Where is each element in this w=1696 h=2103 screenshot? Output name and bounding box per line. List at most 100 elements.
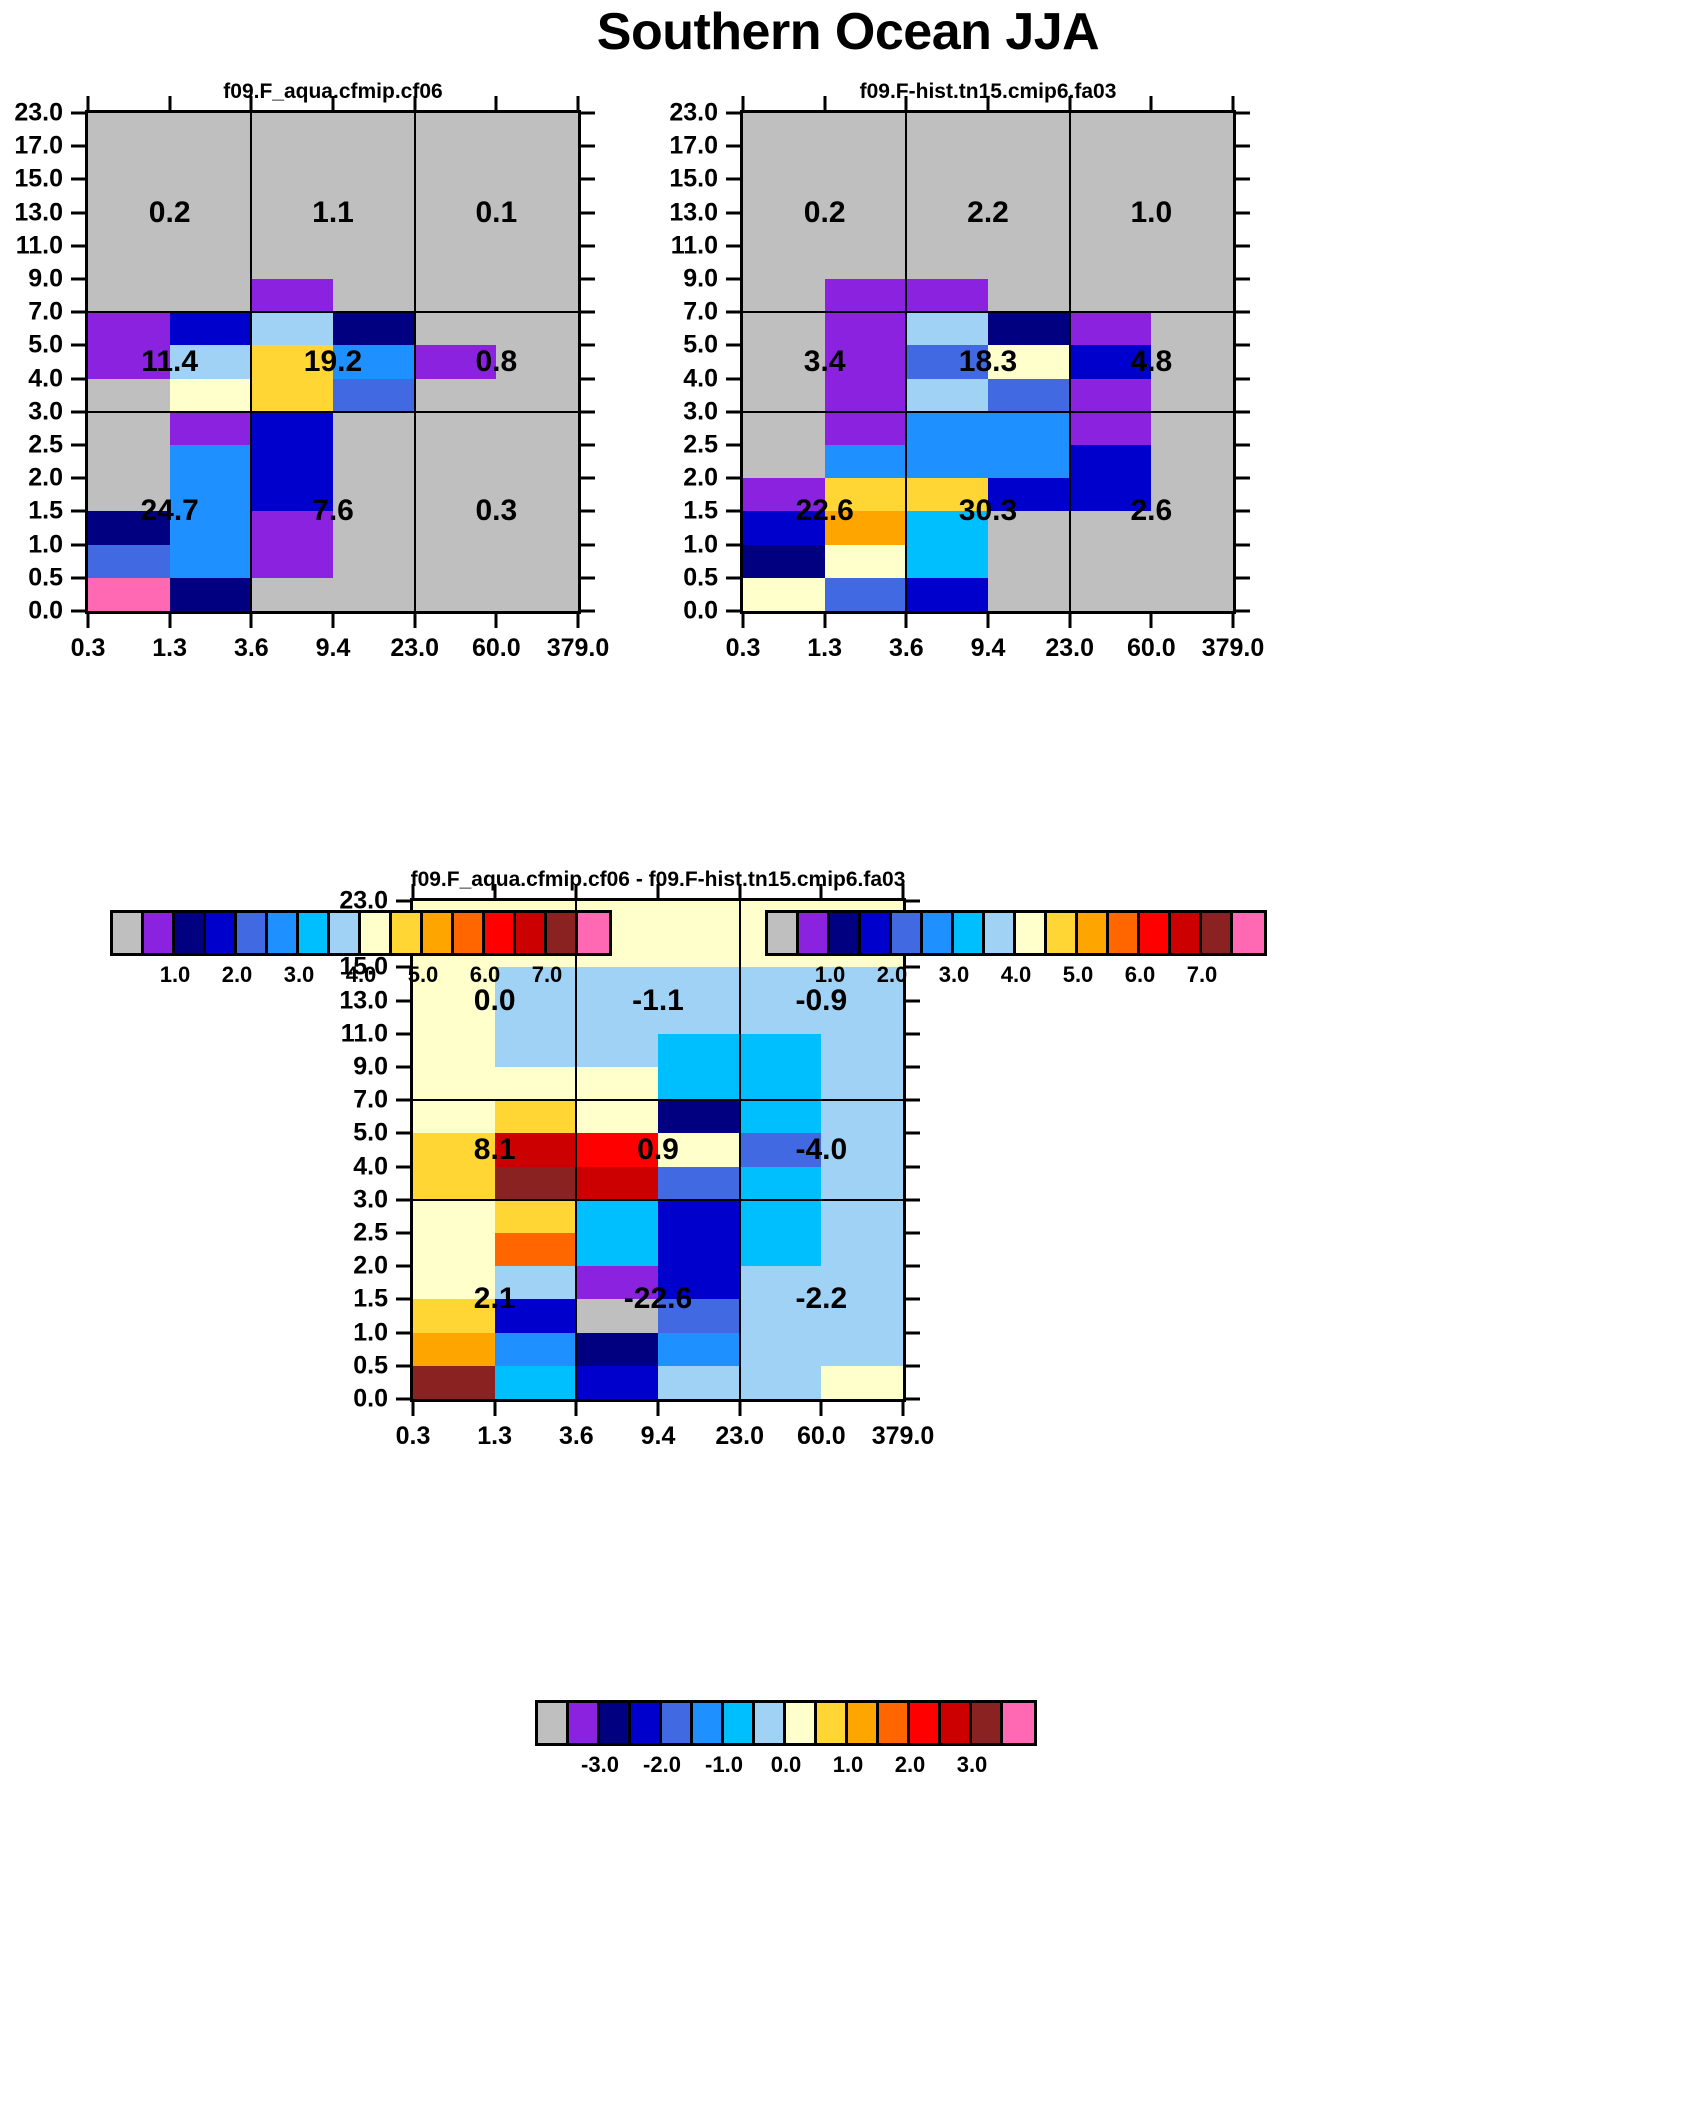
y-tick-mark xyxy=(396,1131,410,1135)
y-tick-mark-right xyxy=(581,476,595,480)
y-tick-mark-right xyxy=(906,1397,920,1401)
colorbar-tick-label: 7.0 xyxy=(1186,962,1218,987)
heatmap-cell xyxy=(988,411,1070,445)
y-tick-mark-right xyxy=(906,1264,920,1268)
region-total-label: 1.0 xyxy=(1130,195,1173,229)
panel-difference: f09.F_aqua.cfmip.cf06 - f09.F-hist.tn15.… xyxy=(339,868,934,1450)
heatmap-cell xyxy=(658,1033,740,1067)
x-tick-label: 60.0 xyxy=(1126,634,1176,662)
y-tick-mark-right xyxy=(581,310,595,314)
y-tick-label: 15.0 xyxy=(669,164,718,193)
band-separator-vertical xyxy=(1068,113,1071,611)
colorbar-swatch xyxy=(299,913,330,953)
heatmap-cell xyxy=(413,1166,495,1200)
x-tick-label: 0.3 xyxy=(725,634,761,662)
heatmap-cell xyxy=(251,445,333,479)
heatmap-cell xyxy=(576,1233,658,1267)
panel-aqua: f09.F_aqua.cfmip.cf06 0.2 1.1 0.1 11.4 19.2 0.… xyxy=(14,80,609,662)
y-tick-mark xyxy=(71,410,85,414)
region-total-label: 4.8 xyxy=(1130,345,1173,378)
x-tick-mark xyxy=(1231,614,1235,628)
x-tick-mark xyxy=(819,1402,823,1416)
colorbar-tick-label: 4.0 xyxy=(345,962,377,987)
y-tick-label: 2.0 xyxy=(353,1251,388,1280)
heatmap-cell xyxy=(251,478,333,512)
heatmap-cell xyxy=(494,1133,577,1167)
heatmap-cell xyxy=(169,411,252,445)
colorbar-tick-label: -1.0 xyxy=(705,1752,743,1777)
heatmap-cell xyxy=(658,1266,740,1300)
heatmap-cell xyxy=(739,1100,822,1134)
y-tick-mark-right xyxy=(1236,410,1250,414)
colorbar-swatch xyxy=(830,913,861,953)
y-tick-mark-right xyxy=(1236,443,1250,447)
heatmap-cell xyxy=(658,967,740,1001)
y-tick-mark xyxy=(396,999,410,1003)
colorbar-swatch xyxy=(954,913,985,953)
plot-area: 0.2 1.1 0.1 11.4 19.2 0.8 24.7 7.6 0.3 xyxy=(85,110,581,614)
heatmap-cell xyxy=(1069,378,1152,412)
region-total-label: 0.9 xyxy=(637,1133,679,1166)
heatmap-cell xyxy=(739,1067,822,1101)
heatmap-cell xyxy=(413,967,495,1001)
y-tick-mark-right xyxy=(906,1032,920,1036)
colorbar-swatch xyxy=(330,913,361,953)
colorbar-tick-label: 5.0 xyxy=(1062,962,1094,987)
heatmap-cell xyxy=(413,1199,495,1233)
heatmap-cell xyxy=(821,1299,903,1333)
heatmap-cell xyxy=(658,934,740,968)
y-tick-mark-right xyxy=(581,576,595,580)
region-total-label: 0.0 xyxy=(473,983,516,1017)
region-total-label: 24.7 xyxy=(140,494,199,528)
heatmap-cell xyxy=(658,1000,740,1034)
x-tick-mark-top xyxy=(86,96,90,110)
region-total-label: 7.6 xyxy=(312,494,354,528)
heatmap-cell xyxy=(576,1000,658,1034)
heatmap-cell xyxy=(988,445,1070,479)
band-separator-horizontal xyxy=(88,311,578,314)
colorbar-swatch xyxy=(538,1703,569,1743)
y-tick-label: 5.0 xyxy=(353,1118,388,1147)
x-tick-mark-top xyxy=(493,884,497,898)
x-tick-mark-top xyxy=(576,96,580,110)
y-tick-mark xyxy=(726,543,740,547)
x-tick-mark-top xyxy=(1149,96,1153,110)
colorbar-swatch xyxy=(175,913,206,953)
x-tick-mark xyxy=(904,614,908,628)
colorbar-swatch xyxy=(1078,913,1109,953)
y-tick-mark xyxy=(726,111,740,115)
colorbar-tick-label: 6.0 xyxy=(469,962,501,987)
y-tick-label: 2.5 xyxy=(353,1218,388,1247)
heatmap-cell xyxy=(739,1199,822,1233)
colorbar-swatch-strip xyxy=(765,910,1267,956)
colorbar-tick-label: 3.0 xyxy=(956,1752,988,1777)
heatmap-cell xyxy=(824,478,907,512)
band-separator-horizontal xyxy=(743,311,1233,314)
heatmap-cell xyxy=(658,1199,740,1233)
y-tick-mark xyxy=(71,277,85,281)
heatmap-cell xyxy=(821,1266,903,1300)
heatmap-cell xyxy=(169,445,252,479)
y-tick-mark-right xyxy=(906,899,920,903)
y-tick-label: 2.5 xyxy=(683,430,718,459)
colorbar-swatch xyxy=(206,913,237,953)
heatmap-cell xyxy=(576,1266,658,1300)
y-tick-mark-right xyxy=(1236,144,1250,148)
heatmap-cell xyxy=(576,1033,658,1067)
y-tick-mark-right xyxy=(1236,509,1250,513)
y-tick-mark xyxy=(726,443,740,447)
y-tick-label: 15.0 xyxy=(339,952,388,981)
region-total-label: -2.2 xyxy=(795,1282,848,1316)
panel-title: f09.F_aqua.cfmip.cf06 - f09.F-hist.tn15.… xyxy=(410,868,906,891)
y-tick-mark-right xyxy=(581,410,595,414)
y-tick-label: 3.0 xyxy=(28,397,63,426)
x-tick-mark-top xyxy=(1068,96,1072,110)
x-tick-label: 23.0 xyxy=(390,634,439,662)
heatmap-cell xyxy=(494,1299,577,1333)
y-tick-label: 0.5 xyxy=(28,563,63,592)
y-tick-mark xyxy=(726,211,740,215)
colorbar-swatch xyxy=(600,1703,631,1743)
band-separator-horizontal xyxy=(413,1099,903,1102)
y-tick-mark xyxy=(396,1032,410,1036)
heatmap-cell xyxy=(658,1133,740,1167)
